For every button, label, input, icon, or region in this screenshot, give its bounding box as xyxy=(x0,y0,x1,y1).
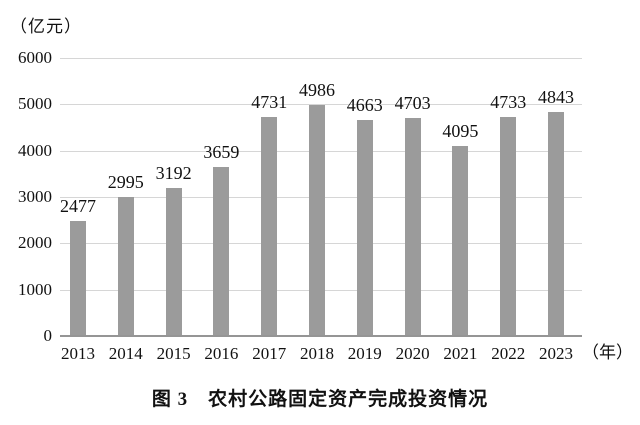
y-tick-label-6000: 6000 xyxy=(18,48,52,67)
bar-value-label-2015: 3192 xyxy=(155,163,192,184)
bar-2022 xyxy=(500,116,517,336)
bar-2013 xyxy=(70,221,86,336)
x-tick-label-2016: 2016 xyxy=(204,344,239,363)
bar-value-label-2013: 2477 xyxy=(60,196,96,217)
bar-value-label-2017: 4731 xyxy=(251,91,288,112)
y-tick-label-2000: 2000 xyxy=(18,233,52,253)
y-axis-unit-label: （亿元） xyxy=(10,17,82,36)
bar-2018 xyxy=(309,105,325,336)
x-tick-label-2019: 2019 xyxy=(347,344,382,363)
y-tick-label-1000: 1000 xyxy=(18,279,52,299)
bar-value-label-2018: 4986 xyxy=(299,80,335,100)
bar-2017 xyxy=(261,116,278,336)
x-axis-line xyxy=(60,335,582,337)
y-tick-label-4000: 4000 xyxy=(18,140,52,160)
bar-2014 xyxy=(117,197,134,336)
x-tick-label-2013: 2013 xyxy=(61,344,95,363)
x-tick-label-2017: 2017 xyxy=(252,344,287,363)
bar-value-label-2021: 4095 xyxy=(442,121,479,142)
bar-value-label-2016: 3659 xyxy=(203,141,240,162)
x-tick-label-2014: 2014 xyxy=(108,344,143,363)
x-tick-label-2021: 2021 xyxy=(443,344,478,363)
x-tick-label-2020: 2020 xyxy=(395,344,430,363)
bar-value-label-2019: 4663 xyxy=(346,94,383,115)
y-tick-label-3000: 3000 xyxy=(18,187,52,206)
bar-value-label-2020: 4703 xyxy=(394,93,431,114)
y-tick-label-5000: 5000 xyxy=(18,94,52,114)
bar-2020 xyxy=(404,118,421,336)
chart-caption: 图 3 农村公路固定资产完成投资情况 xyxy=(151,389,489,410)
gridline-6000 xyxy=(60,58,582,59)
gridline-5000 xyxy=(60,104,582,106)
x-tick-label-2022: 2022 xyxy=(491,344,526,363)
x-tick-label-2023: 2023 xyxy=(539,344,573,363)
bar-2019 xyxy=(356,119,373,336)
bar-2021 xyxy=(452,146,469,336)
y-tick-label-0: 0 xyxy=(43,326,53,345)
bar-2016 xyxy=(213,166,230,336)
bar-value-label-2022: 4733 xyxy=(490,91,527,112)
x-tick-label-2015: 2015 xyxy=(156,344,191,363)
bar-value-label-2014: 2995 xyxy=(107,172,144,193)
bar-2015 xyxy=(165,188,182,336)
bar-2023 xyxy=(548,111,564,336)
bar-value-label-2023: 4843 xyxy=(538,86,574,107)
x-axis-unit-label: （年） xyxy=(582,343,633,362)
x-tick-label-2018: 2018 xyxy=(300,344,334,363)
